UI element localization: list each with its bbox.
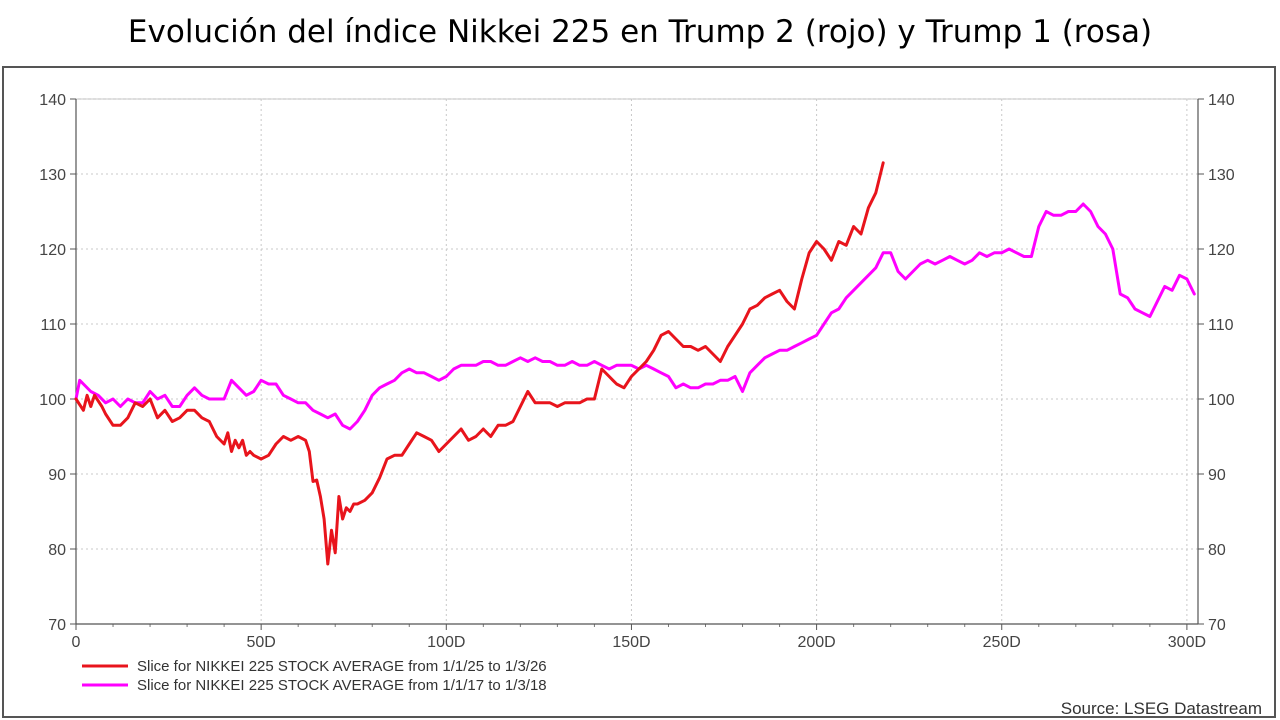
x-tick-label: 200D (797, 634, 835, 651)
y-tick-label-left: 90 (48, 467, 66, 484)
y-tick-label-right: 80 (1208, 542, 1226, 559)
y-tick-label-left: 100 (39, 392, 66, 409)
series-line-trump2 (74, 161, 885, 566)
x-tick-label: 150D (612, 634, 650, 651)
y-tick-label-right: 110 (1208, 317, 1234, 334)
x-tick-label: 0 (72, 634, 81, 651)
series-line-trump1 (74, 202, 1196, 431)
chart-title: Evolución del índice Nikkei 225 en Trump… (127, 14, 1153, 50)
axes-layer: 70 70 80 80 90 90 100 100 110 110 120 120 130 130 140 1… (39, 92, 1235, 651)
legend: Slice for NIKKEI 225 STOCK AVERAGE from … (82, 658, 547, 694)
chart-frame (2, 66, 1276, 718)
y-tick-label-left: 140 (39, 92, 66, 109)
x-tick-label: 300D (1168, 634, 1206, 651)
legend-label-trump1: Slice for NIKKEI 225 STOCK AVERAGE from … (137, 677, 547, 694)
legend-label-trump2: Slice for NIKKEI 225 STOCK AVERAGE from … (137, 658, 547, 675)
y-tick-label-left: 120 (39, 242, 66, 259)
grid-layer (75, 98, 1199, 625)
plot-area (75, 98, 1199, 625)
y-tick-label-right: 130 (1208, 167, 1235, 184)
source-note: Source: LSEG Datastream (1061, 699, 1262, 718)
x-tick-label: 250D (983, 634, 1021, 651)
y-tick-label-left: 130 (39, 167, 66, 184)
x-tick-label: 100D (427, 634, 465, 651)
series-layer (74, 161, 1196, 566)
y-tick-label-right: 70 (1208, 617, 1226, 634)
y-tick-label-right: 120 (1208, 242, 1235, 259)
y-tick-label-left: 110 (40, 317, 66, 334)
y-tick-label-left: 70 (48, 617, 66, 634)
y-tick-label-right: 90 (1208, 467, 1226, 484)
y-tick-label-right: 140 (1208, 92, 1235, 109)
y-tick-label-right: 100 (1208, 392, 1235, 409)
y-tick-label-left: 80 (48, 542, 66, 559)
x-tick-label: 50D (246, 634, 275, 651)
